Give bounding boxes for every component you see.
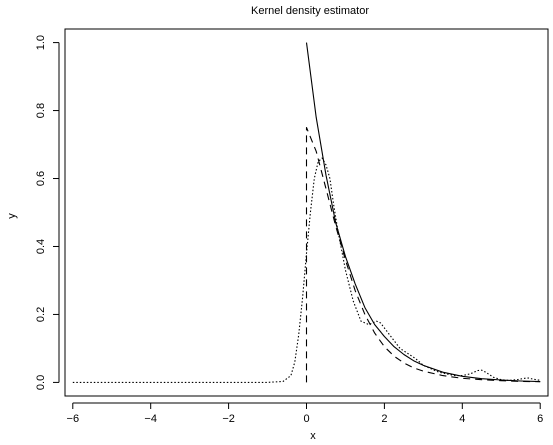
chart-title: Kernel density estimator [251,5,369,17]
x-axis: −6 −4 −2 0 2 4 6 [67,402,543,425]
y-axis-label: y [6,213,18,219]
series-dashed-line [305,126,541,383]
y-tick-label: 0.2 [35,307,47,322]
y-tick-label: 0.4 [35,239,47,254]
x-tick-label: −6 [67,413,80,425]
x-tick-label: 6 [537,413,543,425]
y-tick-label: 0.8 [35,103,47,118]
series-layer [72,42,541,383]
y-axis: 0.0 0.2 0.4 0.6 0.8 1.0 [35,35,60,390]
x-tick-label: 2 [381,413,387,425]
plot-frame [64,28,549,397]
y-tick-label: 0.6 [35,171,47,186]
y-tick-label: 0.0 [35,375,47,390]
x-tick-label: −4 [144,413,157,425]
x-tick-label: 0 [303,413,309,425]
x-axis-label: x [310,430,316,442]
series-dotted-line [72,157,541,383]
series-solid-line [305,42,541,383]
x-tick-label: 4 [459,413,465,425]
y-tick-label: 1.0 [35,35,47,50]
x-tick-label: −2 [222,413,235,425]
